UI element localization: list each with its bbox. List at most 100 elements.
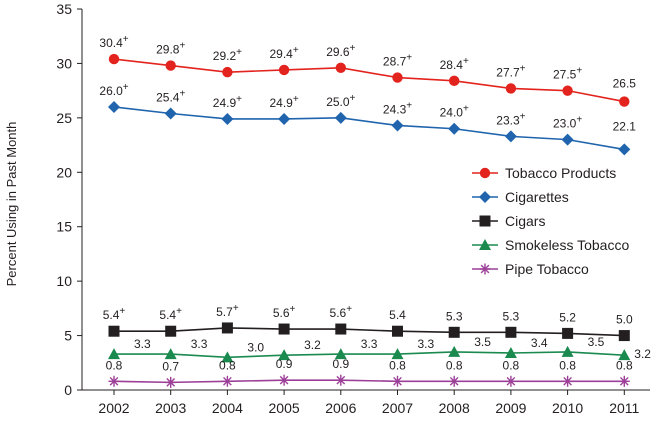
data-point — [392, 325, 403, 337]
data-label: 30.4+ — [99, 34, 128, 50]
data-point — [335, 323, 347, 335]
data-label-value: 29.8 — [156, 43, 180, 57]
data-label-value: 5.7 — [216, 305, 233, 319]
data-point — [221, 322, 233, 334]
y-tick-label: 20 — [56, 164, 72, 180]
data-label: 3.3 — [418, 337, 435, 351]
data-point — [164, 348, 177, 360]
data-point — [278, 323, 290, 335]
point-marker-stroke — [166, 378, 176, 387]
series-line — [113, 106, 625, 151]
significance-plus: + — [123, 34, 129, 45]
x-tick-label: 2004 — [212, 400, 243, 416]
data-label-value: 26.5 — [613, 77, 637, 91]
data-label-value: 5.6 — [330, 306, 347, 320]
data-label: 26.5 — [613, 77, 637, 91]
x-tick-label: 2008 — [439, 400, 470, 416]
data-point — [278, 374, 290, 386]
data-point — [619, 96, 630, 107]
significance-plus: + — [236, 47, 242, 58]
series-layer: 30.4+29.8+29.2+ 29.4+ 29.6+28.7+ 28.4+27.7+… — [99, 34, 651, 388]
series-cigars: 5.4+ 5.4+ 5.7+ 5.6+ 5.6+ 5.4 5.3 5.3 5.2 5.0 — [103, 303, 633, 342]
significance-plus: + — [576, 66, 582, 77]
series-line — [114, 327, 625, 337]
data-point — [448, 326, 460, 338]
data-label: 27.7+ — [496, 63, 525, 79]
data-label-value: 3.3 — [361, 337, 378, 351]
x-axis-ticks: 2002 2003 2004 2005 2006 2007 2008 2009 2010 2011 — [98, 390, 640, 416]
data-label-value: 3.5 — [474, 335, 491, 349]
data-label-value: 22.1 — [613, 119, 637, 133]
data-point — [562, 375, 574, 387]
series-line — [113, 379, 625, 384]
data-point — [334, 348, 347, 360]
data-point — [562, 85, 573, 96]
point-marker-stroke — [279, 375, 289, 385]
x-tick-label: 2002 — [98, 400, 129, 416]
data-point — [561, 345, 574, 357]
data-label-value: 0.8 — [503, 358, 520, 372]
data-label: 3.5 — [588, 335, 605, 349]
x-tick-label: 2011 — [609, 400, 639, 416]
data-point — [449, 75, 460, 87]
data-label-value: 0.8 — [219, 358, 236, 372]
data-label-value: 3.0 — [247, 340, 264, 354]
data-label-value: 28.4 — [440, 58, 464, 72]
data-label: 3.2 — [634, 347, 651, 361]
data-point — [278, 349, 291, 361]
data-label: 28.7+ — [383, 53, 412, 69]
data-label: 5.3 — [446, 309, 463, 323]
data-label: 25.0+ — [326, 93, 355, 109]
data-point — [618, 375, 630, 387]
data-point — [505, 375, 517, 387]
data-label-value: 3.2 — [634, 347, 651, 361]
legend-item-smokeless-tobacco: Smokeless Tobacco — [472, 237, 629, 253]
data-point — [504, 346, 517, 358]
data-label: 0.8 — [503, 358, 520, 372]
data-label-value: 3.3 — [191, 337, 208, 351]
data-label: 0.8 — [219, 358, 236, 372]
data-label: 5.4 — [389, 308, 406, 322]
legend-marker — [479, 191, 491, 203]
data-point — [278, 112, 291, 125]
y-axis-ticks: 0 5 10 15 20 25 30 35 — [56, 1, 82, 398]
data-label: 23.0+ — [553, 115, 582, 131]
significance-plus: + — [463, 56, 469, 67]
y-tick-label: 10 — [56, 273, 72, 289]
point-marker-stroke — [619, 376, 629, 386]
legend-label: Pipe Tobacco — [505, 261, 589, 277]
legend-marker — [479, 215, 491, 227]
data-label: 0.8 — [446, 358, 463, 372]
significance-plus: + — [520, 63, 526, 74]
data-label-value: 0.8 — [559, 358, 576, 372]
data-point — [562, 327, 574, 339]
series-smokeless-tobacco: 3.3 3.3 3.0 3.2 3.3 3.3 3.5 3.4 3.5 3.2 — [108, 335, 651, 363]
legend-marker — [479, 239, 491, 250]
data-label-value: 24.9 — [213, 96, 237, 110]
significance-plus: + — [176, 306, 182, 317]
data-label-value: 30.4 — [99, 36, 123, 50]
series-pipe-tobacco: 0.8 0.7 0.8 0.9 0.9 0.8 0.8 0.8 0.8 0.8 — [106, 357, 633, 388]
data-point — [335, 374, 347, 386]
data-label: 0.9 — [332, 357, 349, 371]
data-point — [221, 375, 233, 387]
series-line — [114, 351, 625, 359]
legend: Tobacco Products Cigarettes Cigars Smokeles… — [472, 165, 629, 277]
data-label: 5.6+ — [330, 304, 353, 320]
data-label-value: 27.7 — [496, 65, 520, 79]
chart-axes — [81, 9, 650, 391]
data-label-value: 5.4 — [389, 308, 406, 322]
significance-plus: + — [346, 304, 352, 315]
data-label: 3.2 — [304, 338, 321, 352]
y-tick-label: 0 — [64, 382, 72, 398]
data-label: 5.6+ — [273, 304, 296, 320]
data-label: 29.6+ — [326, 43, 355, 59]
data-point — [334, 111, 347, 124]
legend-item-cigars: Cigars — [472, 213, 545, 229]
data-point — [165, 376, 177, 388]
data-point — [165, 60, 176, 71]
data-label: 5.4+ — [103, 306, 126, 322]
data-label: 0.8 — [616, 358, 633, 372]
point-marker-stroke — [449, 376, 459, 386]
